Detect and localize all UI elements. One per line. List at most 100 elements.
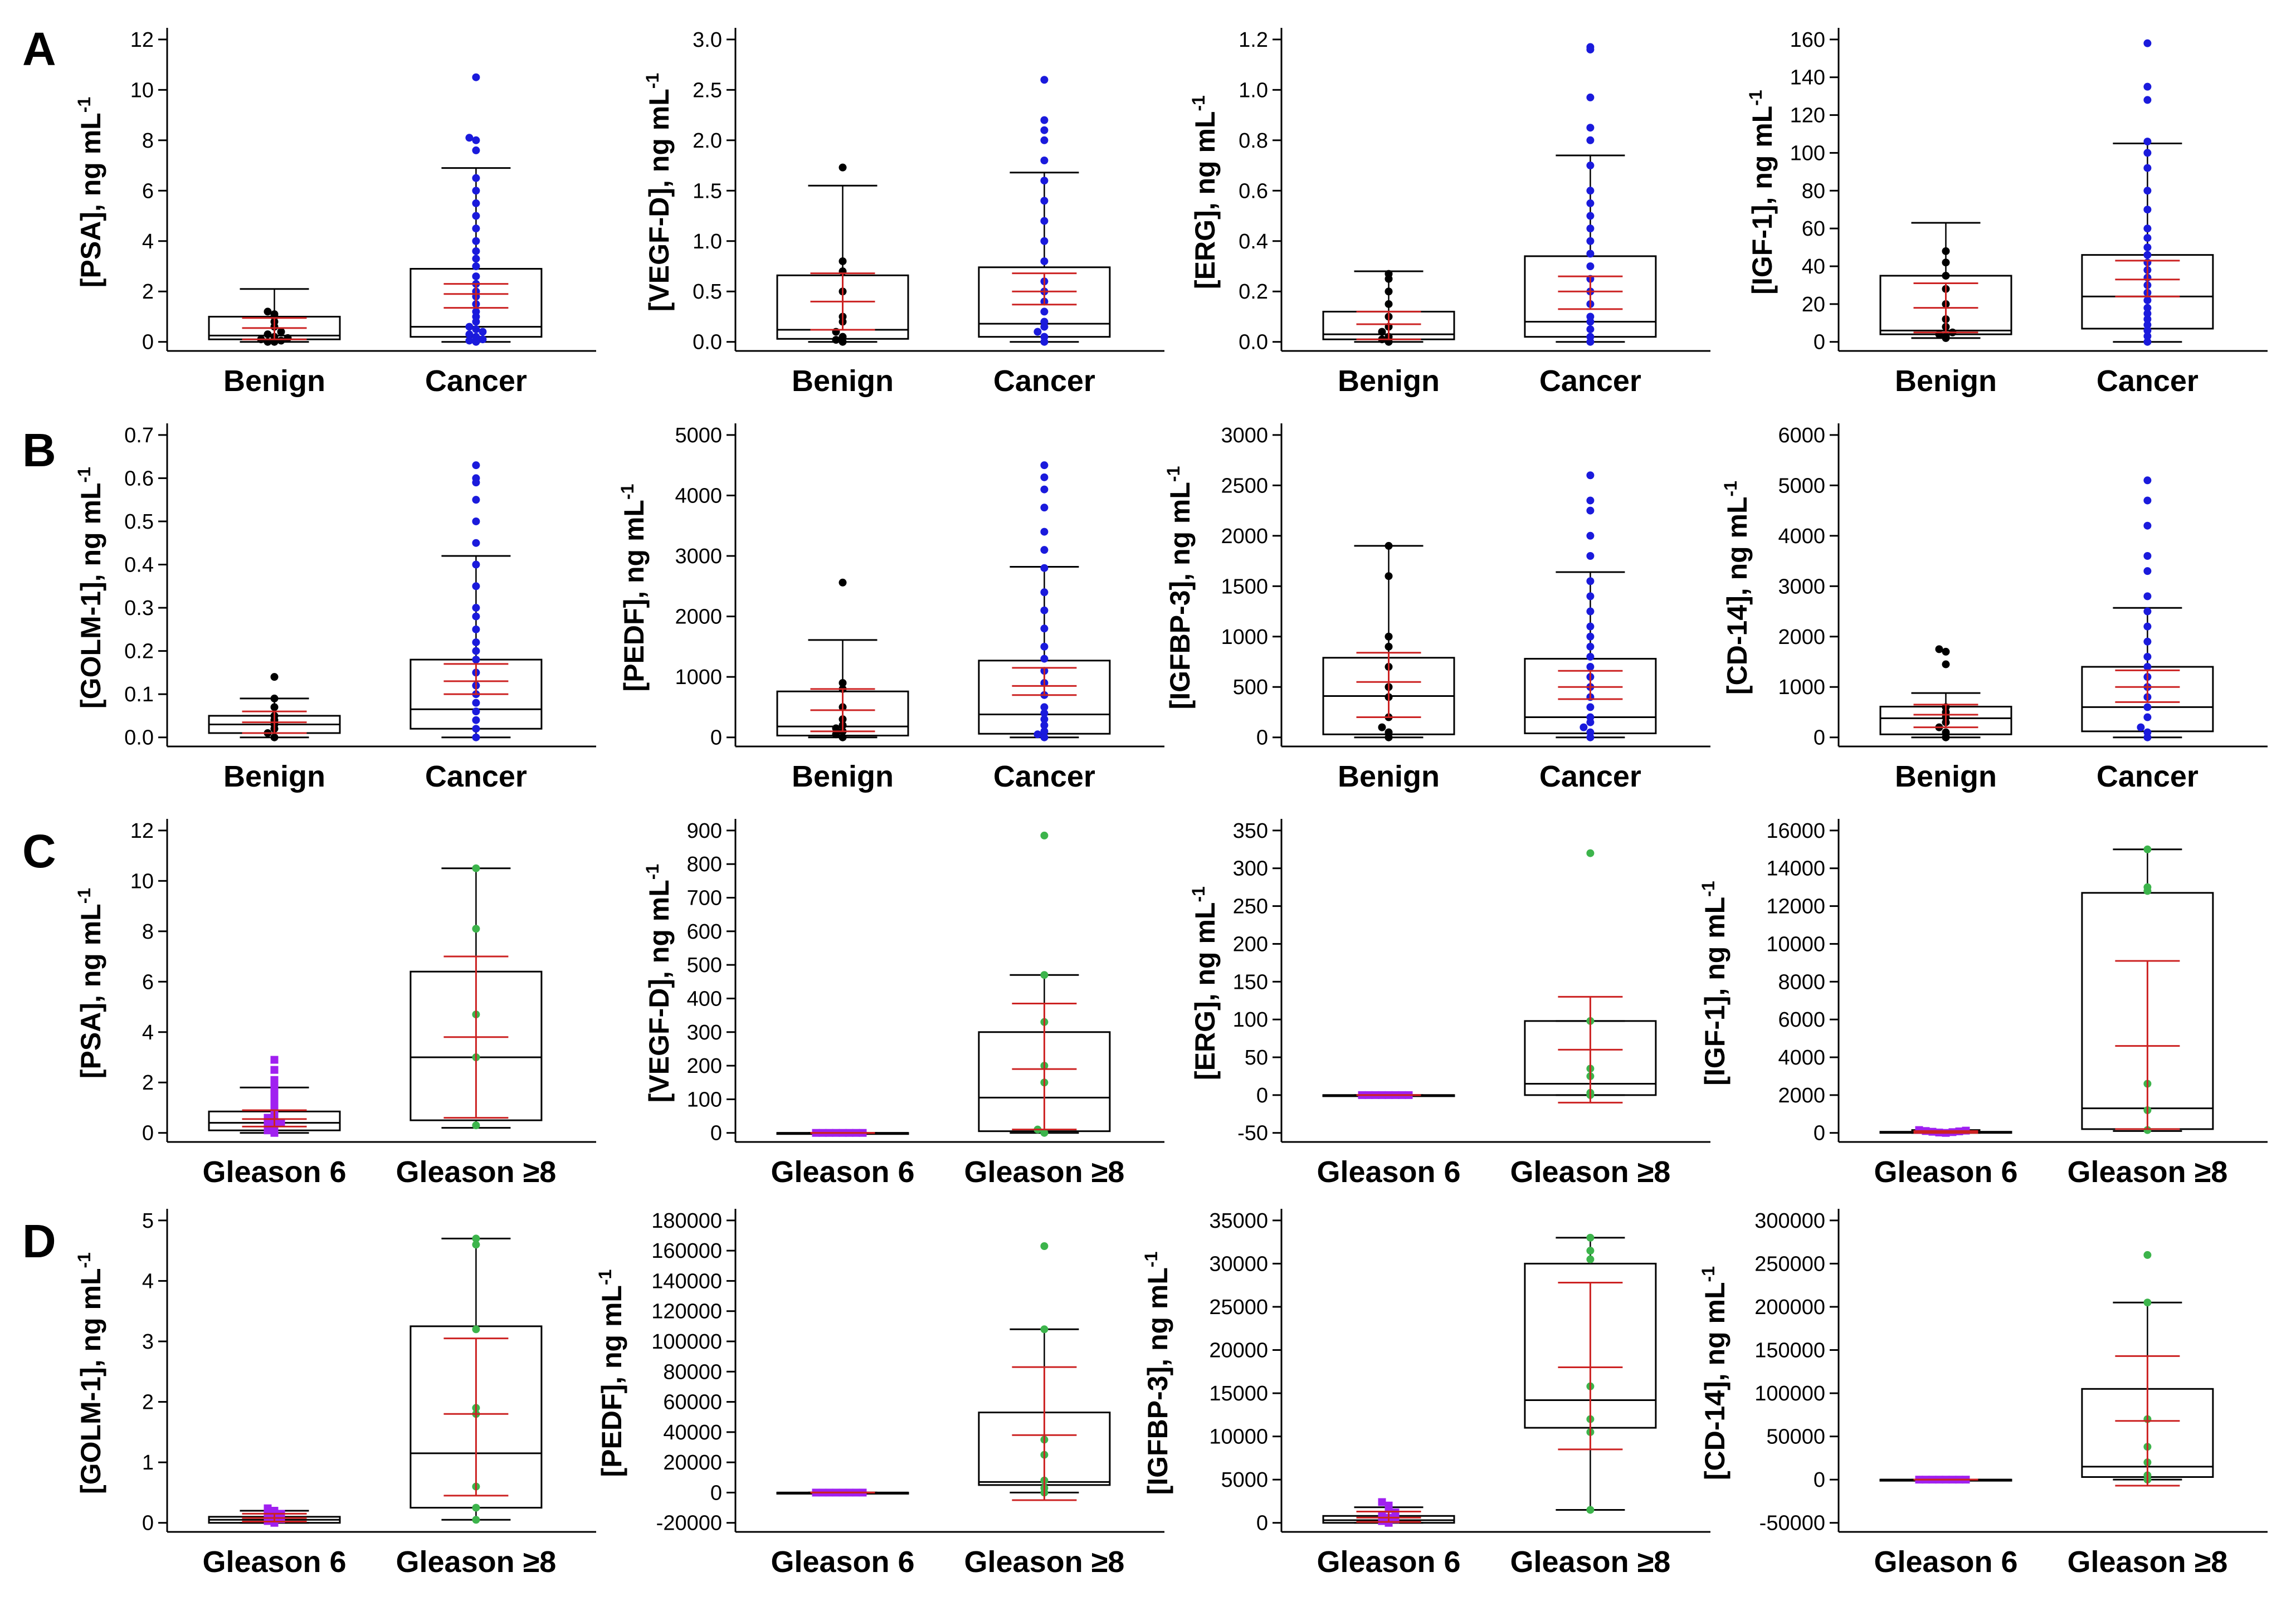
x-category-label: Gleason 6 xyxy=(1874,1155,2017,1189)
y-tick-label: 0 xyxy=(142,331,154,354)
box-group-1 xyxy=(1879,1126,2012,1137)
data-point xyxy=(264,330,272,339)
box-group-2 xyxy=(410,1234,543,1524)
y-tick-label: 1.0 xyxy=(1239,79,1268,102)
y-axis-label: [CD-14], ng mL-1 xyxy=(1698,1266,1730,1480)
data-point xyxy=(472,1241,480,1249)
data-point xyxy=(1040,157,1049,164)
y-tick-label: 1.2 xyxy=(1239,28,1268,52)
y-tick-label: 20000 xyxy=(1209,1339,1268,1363)
y-tick-label: 160 xyxy=(1790,28,1825,52)
y-tick-label: 1000 xyxy=(1221,626,1268,649)
box-group-1 xyxy=(208,1056,341,1137)
y-tick-label: 4 xyxy=(142,230,154,253)
y-axis-label: [GOLM-1], ng mL-1 xyxy=(74,1252,106,1494)
y-tick-label: 0.6 xyxy=(124,467,154,490)
y-tick-label: 4000 xyxy=(1778,1046,1825,1070)
x-category-label: Cancer xyxy=(993,760,1095,793)
y-axis-label: [IGFBP-3], ng mL-1 xyxy=(1141,1252,1173,1495)
chart-d-2: -20000 0 20000 40000 60000 80000 100000 120000 1… xyxy=(595,1209,1164,1579)
y-tick-label: 3.0 xyxy=(693,28,722,52)
data-point xyxy=(472,461,480,470)
data-point xyxy=(2143,224,2152,233)
data-point xyxy=(270,694,279,702)
data-point xyxy=(839,257,847,265)
data-point xyxy=(1586,93,1595,101)
x-category-label: Gleason 6 xyxy=(1874,1545,2017,1579)
box-group-1 xyxy=(208,1504,341,1527)
x-category-label: Gleason ≥8 xyxy=(1510,1155,1671,1189)
y-tick-label: 400 xyxy=(687,987,722,1010)
y-tick-label: 10000 xyxy=(1766,933,1825,956)
x-category-label: Benign xyxy=(1895,364,1997,398)
y-tick-label: 10 xyxy=(130,870,154,893)
data-point xyxy=(1040,136,1049,144)
y-tick-label: 80 xyxy=(1802,179,1825,203)
data-point xyxy=(472,638,480,647)
data-point xyxy=(270,1066,279,1074)
y-tick-label: 120000 xyxy=(651,1300,722,1324)
data-point xyxy=(1040,528,1049,536)
y-tick-label: 0 xyxy=(1256,1512,1268,1535)
data-point xyxy=(1942,332,1950,340)
data-point xyxy=(839,333,847,341)
data-point xyxy=(1586,136,1595,144)
data-point xyxy=(1942,258,1950,267)
box-group-1 xyxy=(208,288,341,346)
y-tick-label: 15000 xyxy=(1209,1382,1268,1405)
data-point xyxy=(1580,723,1588,731)
data-point xyxy=(479,328,487,336)
data-point xyxy=(270,673,279,681)
y-tick-label: 0 xyxy=(1814,1122,1825,1145)
y-tick-label: 0.1 xyxy=(124,683,154,706)
box-group-1 xyxy=(776,578,909,741)
data-point xyxy=(1385,632,1393,641)
data-point xyxy=(1040,715,1049,724)
data-point xyxy=(277,336,285,345)
data-point xyxy=(2143,845,2152,853)
data-point xyxy=(839,733,847,741)
y-tick-label: 0 xyxy=(1814,726,1825,750)
y-tick-label: 1000 xyxy=(1778,676,1825,699)
data-point xyxy=(832,336,840,344)
data-point xyxy=(1378,1517,1386,1525)
data-point xyxy=(1586,642,1595,651)
data-point xyxy=(2143,326,2152,335)
box-group-1 xyxy=(1322,1498,1455,1527)
data-point xyxy=(472,539,480,547)
data-point xyxy=(270,703,279,711)
data-point xyxy=(1586,1255,1595,1263)
data-point xyxy=(1040,237,1049,245)
y-axis-label: [IGFBP-3], ng mL-1 xyxy=(1163,466,1196,710)
box-group-1 xyxy=(1879,1476,2012,1484)
x-category-label: Cancer xyxy=(1539,364,1641,398)
panel-label-d: D xyxy=(22,1215,56,1267)
x-category-label: Benign xyxy=(1338,760,1440,793)
data-point xyxy=(1040,197,1049,205)
y-tick-label: 0 xyxy=(142,1512,154,1535)
data-point xyxy=(2143,496,2152,505)
y-tick-label: 1500 xyxy=(1221,575,1268,598)
data-point xyxy=(2143,149,2152,157)
x-category-label: Benign xyxy=(223,760,325,793)
data-point xyxy=(1586,212,1595,220)
data-point xyxy=(1586,199,1595,207)
data-point xyxy=(472,199,480,207)
y-tick-label: 100000 xyxy=(1754,1382,1825,1405)
data-point xyxy=(2143,1126,2152,1134)
y-tick-label: 6 xyxy=(142,179,154,203)
data-point xyxy=(2143,315,2152,323)
box-group-2 xyxy=(978,831,1111,1137)
data-point xyxy=(472,864,480,872)
data-point xyxy=(1942,247,1950,255)
x-category-label: Benign xyxy=(792,364,894,398)
data-point xyxy=(2143,1298,2152,1307)
data-point xyxy=(2143,251,2152,259)
y-tick-label: 35000 xyxy=(1209,1209,1268,1233)
data-point xyxy=(2143,592,2152,601)
x-category-label: Cancer xyxy=(2097,760,2198,793)
data-point xyxy=(472,224,480,233)
chart-b-4: 0 1000 2000 3000 4000 5000 6000 [CD-14], ng mL-… xyxy=(1720,423,2268,793)
y-tick-label: 0.7 xyxy=(124,424,154,447)
